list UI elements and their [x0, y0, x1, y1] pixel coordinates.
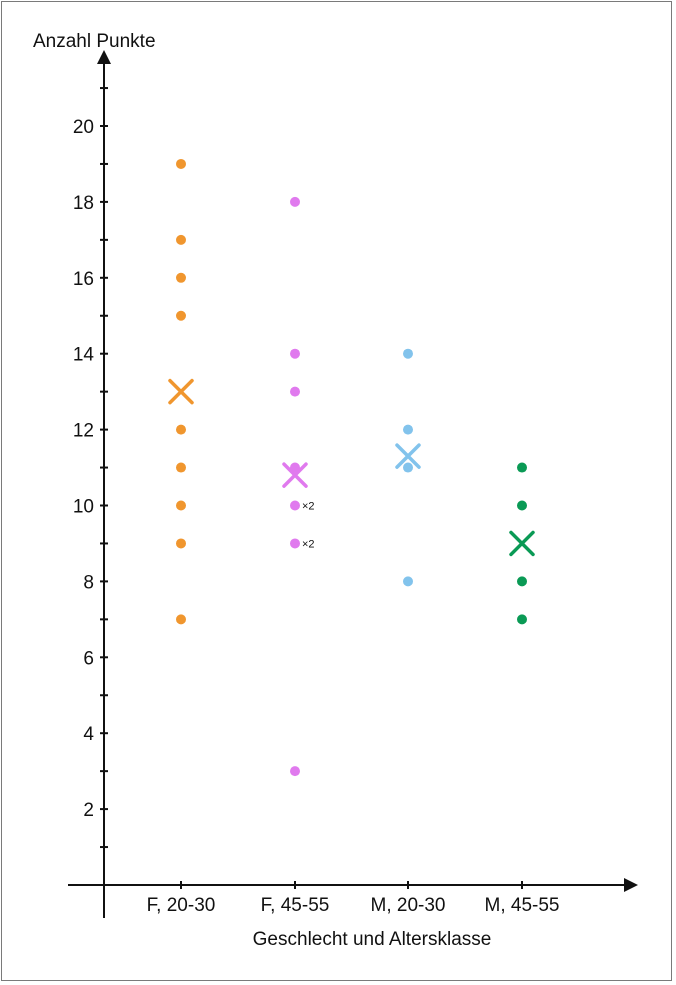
data-point	[290, 766, 300, 777]
data-point	[517, 576, 527, 587]
y-tick-label: 4	[83, 724, 94, 745]
mean-marker-stroke	[509, 530, 535, 557]
y-tick-label: 10	[73, 497, 94, 518]
mean-marker	[509, 530, 535, 557]
x-tick-label: M, 20-30	[371, 895, 446, 916]
x-tick-label: F, 20-30	[147, 895, 216, 916]
data-point	[290, 538, 300, 549]
data-point	[403, 462, 413, 473]
data-point	[403, 424, 413, 435]
data-point	[517, 614, 527, 625]
data-point	[176, 158, 186, 169]
data-point	[290, 386, 300, 397]
data-point	[403, 576, 413, 587]
mean-marker-stroke	[395, 443, 421, 469]
data-point	[290, 348, 300, 359]
mean-marker	[282, 462, 308, 488]
multiplicity-label: ×2	[302, 501, 315, 513]
data-point	[290, 462, 300, 473]
mean-marker	[168, 378, 194, 405]
data-point	[176, 310, 186, 321]
x-tick-label: F, 45-55	[261, 895, 330, 916]
multiplicity-label: ×2	[302, 538, 315, 550]
mean-marker-stroke	[282, 462, 308, 488]
data-point	[176, 614, 186, 625]
data-point	[290, 196, 300, 207]
x-axis-arrow	[624, 878, 638, 892]
mean-marker	[395, 443, 421, 469]
y-tick-label: 20	[73, 117, 94, 138]
y-axis-title: Anzahl Punkte	[33, 31, 156, 52]
data-point	[517, 462, 527, 473]
y-tick-label: 14	[73, 345, 95, 366]
data-point	[290, 500, 300, 511]
data-point	[176, 462, 186, 473]
data-point	[176, 272, 186, 283]
x-tick-label: M, 45-55	[485, 895, 560, 916]
mean-marker-stroke	[168, 378, 194, 405]
y-tick-label: 12	[73, 421, 94, 442]
y-tick-label: 8	[83, 572, 94, 593]
data-point	[517, 500, 527, 511]
data-point	[176, 424, 186, 435]
y-tick-label: 6	[83, 648, 94, 669]
data-point	[176, 500, 186, 511]
y-tick-label: 18	[73, 193, 94, 214]
y-axis-arrow	[97, 50, 111, 64]
data-point	[403, 348, 413, 359]
y-tick-label: 16	[73, 269, 94, 290]
x-axis-title: Geschlecht und Altersklasse	[253, 929, 492, 950]
data-point	[176, 234, 186, 245]
data-point	[176, 538, 186, 549]
y-tick-label: 2	[83, 800, 94, 821]
